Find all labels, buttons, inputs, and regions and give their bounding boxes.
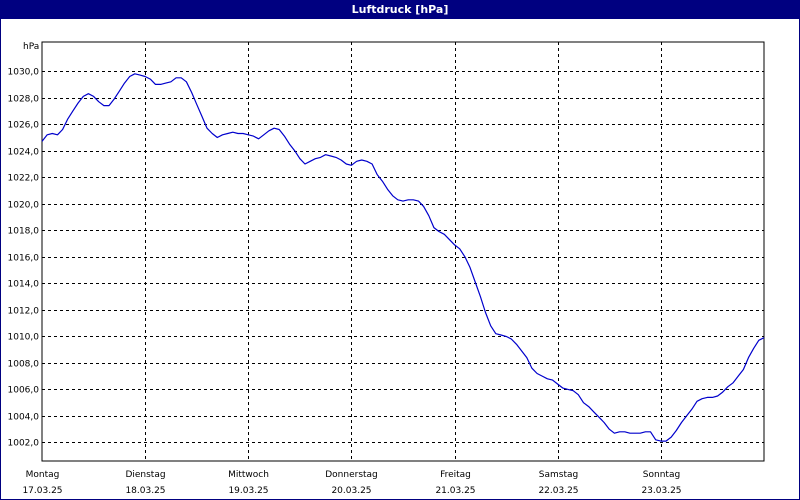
y-tick-label: 1016,0: [8, 254, 40, 264]
x-tick-date: 19.03.25: [228, 486, 268, 496]
y-tick-label: 1020,0: [8, 201, 40, 211]
y-axis-unit: hPa: [23, 42, 39, 52]
y-tick-label: 1006,0: [8, 386, 40, 396]
x-tick-date: 21.03.25: [435, 486, 475, 496]
y-tick-label: 1024,0: [8, 148, 40, 158]
grid: [42, 42, 764, 461]
x-tick-day: Sonntag: [643, 470, 680, 480]
x-tick-day: Donnerstag: [325, 470, 378, 480]
y-tick-label: 1028,0: [8, 95, 40, 105]
window-title: Luftdruck [hPa]: [1, 1, 799, 19]
x-tick-day: Dienstag: [125, 470, 165, 480]
y-tick-label: 1030,0: [8, 68, 40, 78]
series: [41, 73, 765, 442]
x-tick-day: Freitag: [440, 470, 471, 480]
x-tick-date: 20.03.25: [331, 486, 371, 496]
x-tick-date: 17.03.25: [22, 486, 62, 496]
y-tick-label: 1022,0: [8, 174, 40, 184]
y-tick-label: 1008,0: [8, 360, 40, 370]
x-axis-ticks: Montag 17.03.25 Dienstag 18.03.25 Mittwoch 19…: [22, 470, 681, 496]
y-tick-label: 1012,0: [8, 307, 40, 317]
y-tick-label: 1002,0: [8, 439, 40, 449]
x-tick-date: 23.03.25: [641, 486, 681, 496]
x-tick-day: Montag: [26, 470, 60, 480]
x-tick-day: Mittwoch: [228, 470, 269, 480]
x-tick-day: Samstag: [539, 470, 578, 480]
y-tick-label: 1010,0: [8, 333, 40, 343]
x-tick-date: 18.03.25: [125, 486, 165, 496]
plot-area: [41, 41, 765, 462]
y-tick-label: 1014,0: [8, 280, 40, 290]
pressure-series-line: [41, 73, 765, 442]
y-axis-ticks: 1002,0 1004,0 1006,0 1008,0 1010,0 1012,0 1014…: [8, 68, 40, 449]
x-tick-date: 22.03.25: [538, 486, 578, 496]
y-tick-label: 1004,0: [8, 413, 40, 423]
y-tick-label: 1018,0: [8, 227, 40, 237]
y-tick-label: 1026,0: [8, 121, 40, 131]
